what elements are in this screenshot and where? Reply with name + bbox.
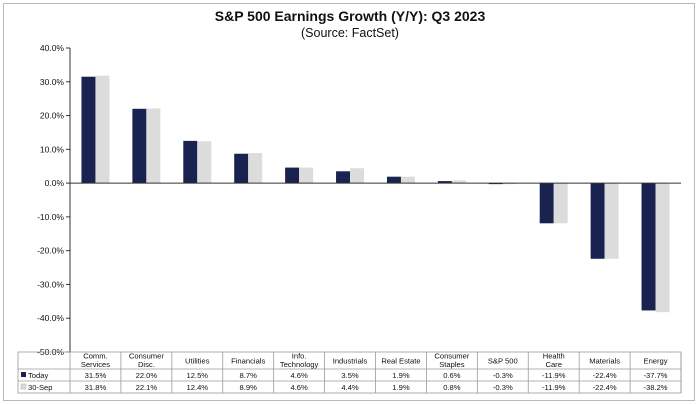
category-label: Consumer [434, 352, 469, 361]
legend-key-today [21, 372, 26, 377]
category-label: Consumer [129, 352, 164, 361]
category-label: Info. [292, 352, 307, 361]
category-label: Industrials [333, 357, 368, 366]
data-value-label: -0.3% [493, 371, 513, 380]
bar-today [437, 181, 452, 184]
data-value-label: 4.6% [290, 371, 308, 380]
y-tick-label: 0.0% [45, 178, 65, 188]
bar-today [386, 176, 401, 184]
bar-today [641, 183, 656, 311]
bar-30-sep [350, 168, 365, 184]
category-label: Services [81, 360, 110, 369]
bar-today [81, 76, 96, 184]
y-tick-label: 20.0% [40, 111, 65, 121]
y-tick-label: -20.0% [37, 246, 64, 256]
data-value-label: 31.8% [85, 383, 107, 392]
bar-30-sep [248, 153, 263, 184]
data-value-label: -22.4% [593, 371, 617, 380]
data-value-label: 22.0% [136, 371, 158, 380]
data-value-label: -11.9% [542, 371, 566, 380]
y-tick-label: 10.0% [40, 144, 65, 154]
y-tick-label: -10.0% [37, 212, 64, 222]
category-label: Materials [589, 357, 620, 366]
data-value-label: -22.4% [593, 383, 617, 392]
data-value-label: 12.5% [187, 371, 209, 380]
data-value-label: -11.9% [542, 383, 566, 392]
data-value-label: -37.7% [644, 371, 668, 380]
legend-key-30-sep [20, 383, 27, 390]
bar-30-sep [299, 167, 314, 184]
data-value-label: 8.9% [240, 383, 258, 392]
bar-30-sep [197, 141, 212, 184]
category-label: S&P 500 [488, 357, 518, 366]
bar-30-sep [553, 183, 568, 224]
y-tick-label: -30.0% [37, 279, 64, 289]
bar-today [488, 183, 503, 185]
bar-30-sep [95, 75, 110, 184]
chart-title: S&P 500 Earnings Growth (Y/Y): Q3 2023 [214, 8, 486, 24]
y-tick-label: 30.0% [40, 77, 65, 87]
data-value-label: 4.4% [341, 383, 359, 392]
data-value-label: -38.2% [644, 383, 668, 392]
category-label: Comm. [83, 352, 107, 361]
category-label: Real Estate [381, 357, 420, 366]
y-tick-label: 40.0% [40, 43, 65, 53]
chart-frame [3, 3, 695, 401]
chart-subtitle: (Source: FactSet) [301, 26, 399, 40]
bar-30-sep [451, 180, 466, 184]
data-value-label: 22.1% [136, 383, 158, 392]
bar-30-sep [502, 183, 517, 185]
legend-series-name: Today [28, 371, 48, 380]
bar-today [234, 153, 249, 184]
bar-today [132, 108, 147, 184]
category-label: Staples [439, 360, 465, 369]
category-label: Utilities [185, 357, 210, 366]
category-label: Disc. [138, 360, 155, 369]
data-value-label: 1.9% [392, 383, 410, 392]
category-label: Financials [231, 357, 265, 366]
data-value-label: 12.4% [187, 383, 209, 392]
category-label: Technology [280, 360, 319, 369]
data-value-label: -0.3% [493, 383, 513, 392]
bar-today [590, 183, 605, 259]
data-value-label: 1.9% [392, 371, 410, 380]
data-value-label: 0.8% [443, 383, 461, 392]
data-value-label: 4.6% [290, 383, 308, 392]
category-label: Care [545, 360, 561, 369]
legend-series-name: 30-Sep [28, 383, 53, 392]
bar-today [539, 183, 554, 224]
data-value-label: 0.6% [443, 371, 461, 380]
data-value-label: 3.5% [341, 371, 359, 380]
y-tick-label: -40.0% [37, 313, 64, 323]
bar-30-sep [604, 183, 619, 259]
data-value-label: 31.5% [85, 371, 107, 380]
bar-today [336, 171, 351, 184]
bar-30-sep [146, 108, 161, 184]
data-value-label: 8.7% [240, 371, 258, 380]
bar-today [285, 167, 300, 184]
bar-30-sep [400, 176, 415, 184]
category-label: Energy [644, 357, 668, 366]
bar-today [183, 140, 198, 184]
bar-30-sep [655, 183, 670, 313]
category-label: Health [543, 352, 565, 361]
